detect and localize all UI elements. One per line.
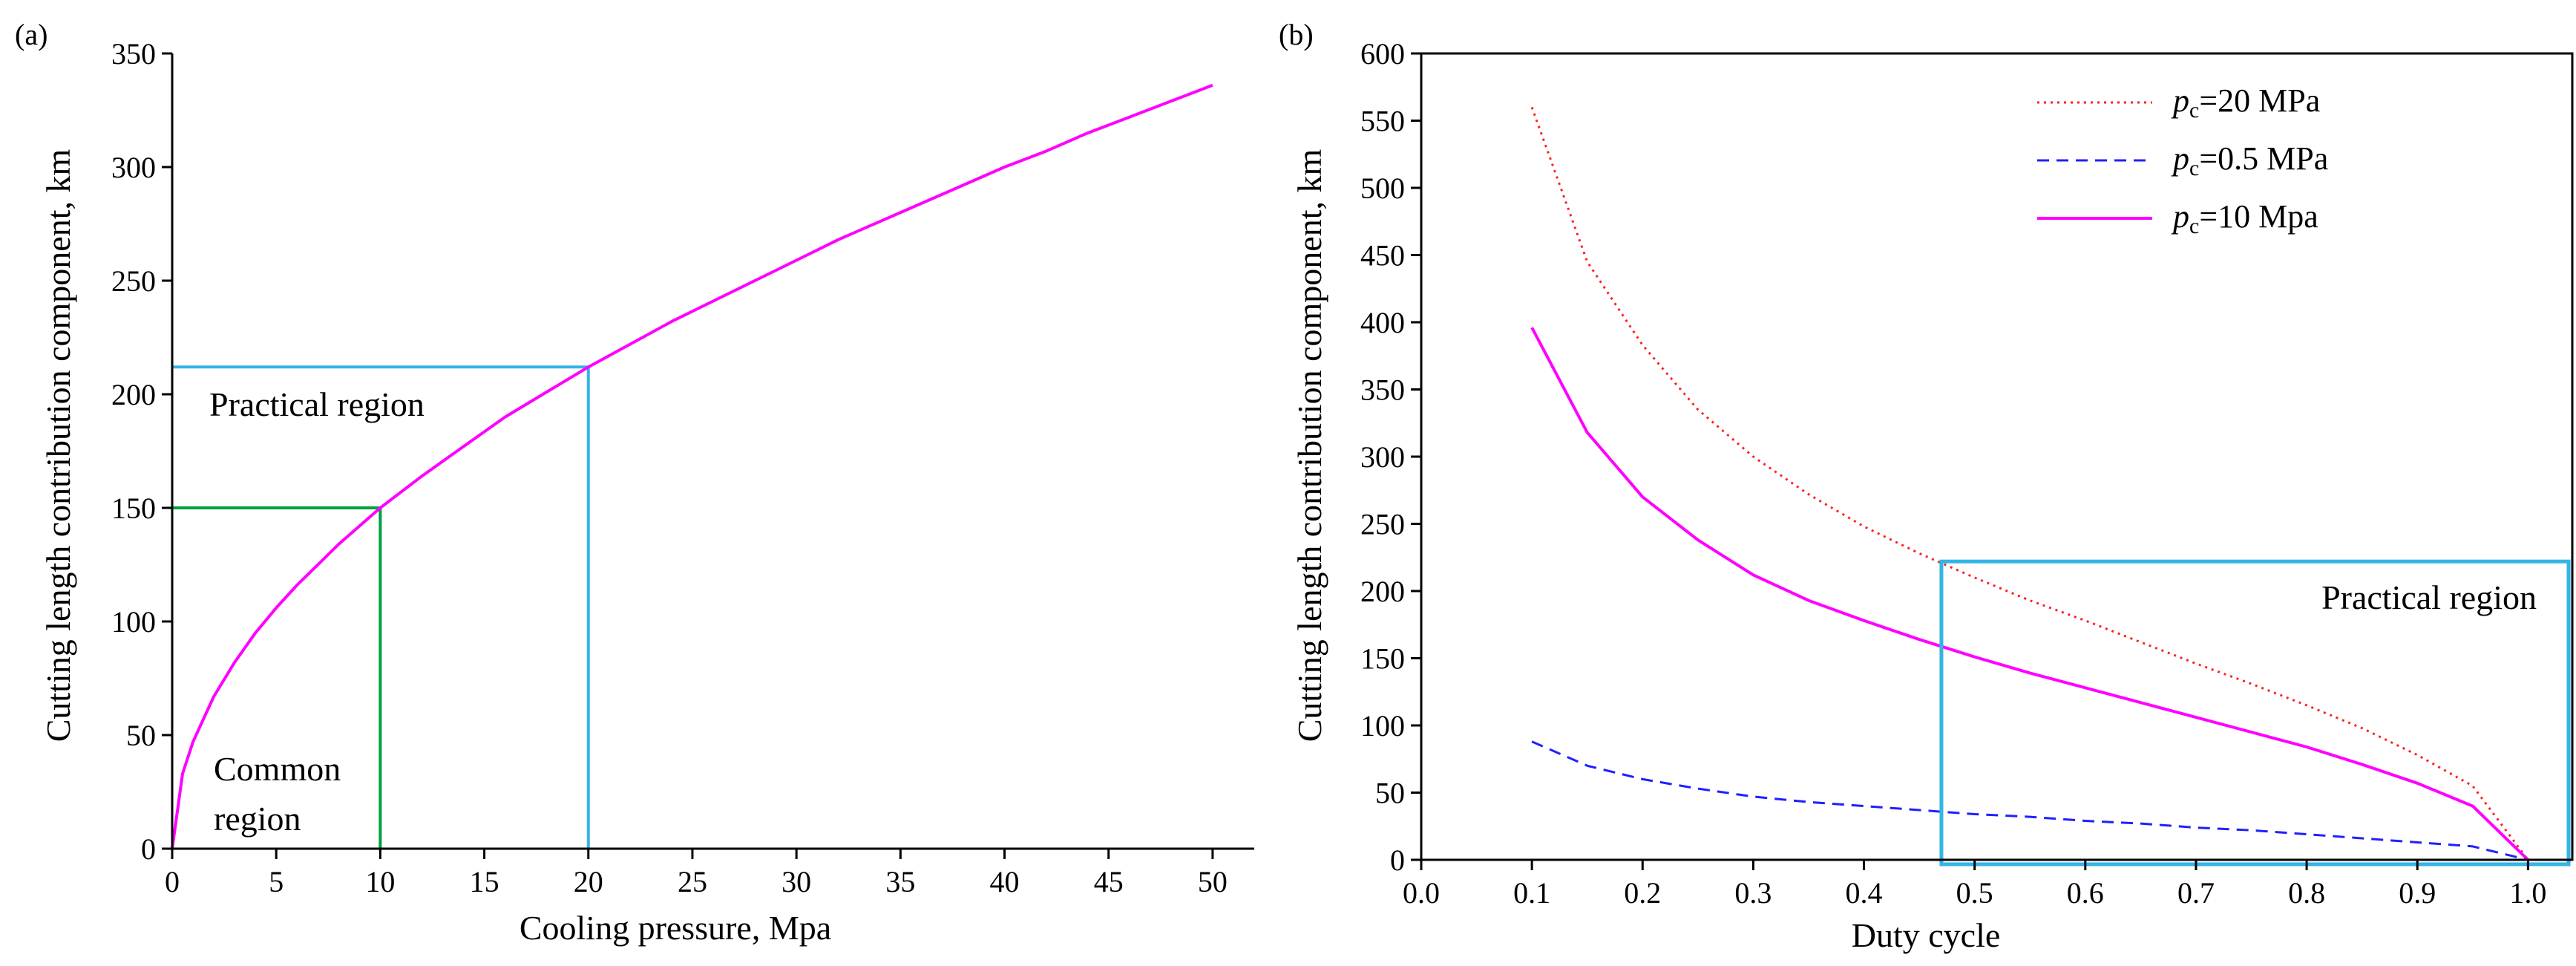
x-tick-label: 0.0 [1403, 876, 1440, 910]
y-tick-label: 350 [111, 37, 156, 71]
y-tick-label: 0 [1390, 843, 1405, 877]
x-tick-label: 0.6 [2067, 876, 2104, 910]
x-tick-label: 0.2 [1624, 876, 1661, 910]
x-tick-label: 50 [1198, 865, 1228, 898]
x-tick-label: 20 [574, 865, 603, 898]
x-tick-label: 40 [990, 865, 1020, 898]
y-tick-label: 300 [1360, 440, 1405, 474]
common-region-label-line-2: region [214, 800, 301, 838]
panel-a-series [171, 83, 1213, 849]
y-tick-label: 150 [111, 492, 156, 525]
y-tick-label: 300 [111, 151, 156, 184]
x-tick-label: 45 [1094, 865, 1124, 898]
legend-symbol: p [2171, 82, 2189, 119]
panel-b-practical-region: Practical region [1939, 559, 2571, 867]
panel-b-axes: 0.0 0.1 0.2 0.3 0.4 0.5 0.6 0.7 0.8 0.9 1.0 0 50 100 1… [1360, 37, 2574, 910]
series-line-1 [1531, 740, 2529, 861]
panel-a-regions [172, 365, 590, 849]
x-tick-label: 0.3 [1734, 876, 1772, 910]
x-tick-label: 25 [678, 865, 707, 898]
y-tick-label: 200 [1360, 575, 1405, 608]
panel-b-series [1530, 106, 2529, 861]
legend-entry: pc=0.5 MPa [2171, 140, 2328, 180]
plot-frame [1420, 52, 2574, 861]
x-tick-label: 0.4 [1846, 876, 1883, 910]
legend-label: =0.5 MPa [2199, 140, 2328, 177]
x-tick-label: 0 [165, 865, 180, 898]
legend-entry: pc=10 Mpa [2171, 198, 2318, 238]
y-tick-label: 50 [126, 719, 156, 752]
panel-a-x-axis-label: Cooling pressure, Mpa [520, 909, 831, 947]
y-tick-label: 400 [1360, 306, 1405, 339]
y-tick-label: 250 [1360, 508, 1405, 541]
panel-a-annotations: Common region Practical region [209, 385, 425, 838]
practical-region-box [1939, 559, 2571, 867]
x-tick-label: 0.8 [2288, 876, 2325, 910]
panel-a-label: (a) [15, 18, 47, 51]
y-tick-label: 50 [1375, 777, 1405, 810]
x-tick-label: 0.5 [1956, 876, 1993, 910]
series-line-0 [1530, 106, 2529, 861]
y-tick-label: 500 [1360, 172, 1405, 205]
legend-label: =20 MPa [2199, 82, 2320, 119]
x-tick-label: 30 [781, 865, 811, 898]
y-tick-label: 0 [141, 832, 156, 866]
y-tick-label: 450 [1360, 239, 1405, 272]
y-tick-label: 100 [111, 605, 156, 639]
y-tick-label: 200 [111, 378, 156, 411]
panel-a-y-axis-label: Cutting length contribution component, k… [39, 149, 77, 743]
practical-region-label: Practical region [2321, 578, 2537, 616]
series-line-curve [171, 83, 1213, 849]
y-tick-label: 250 [111, 264, 156, 298]
legend-subscript: c [2189, 98, 2199, 123]
legend-subscript: c [2189, 214, 2199, 238]
y-tick-label: 350 [1360, 373, 1405, 407]
panel-b-x-axis-label: Duty cycle [1852, 916, 2001, 954]
x-tick-label: 0.1 [1513, 876, 1550, 910]
x-tick-label: 15 [470, 865, 499, 898]
legend-entry: pc=20 MPa [2171, 82, 2320, 123]
panel-b-y-axis-label: Cutting length contribution component, k… [1291, 149, 1328, 743]
x-tick-label: 10 [365, 865, 395, 898]
series-line-2 [1530, 327, 2529, 861]
practical-region-label: Practical region [209, 385, 425, 423]
panel-a-axes: 0 5 10 15 20 25 30 35 40 45 50 0 50 100 150 200 250 300 35… [111, 37, 1254, 898]
x-tick-label: 0.9 [2399, 876, 2436, 910]
x-tick-label: 5 [269, 865, 284, 898]
panel-b: (b) Cutting length contribution componen… [1279, 18, 2574, 954]
y-tick-label: 150 [1360, 642, 1405, 676]
y-tick-label: 600 [1360, 37, 1405, 71]
panel-a: (a) Cutting length contribution componen… [15, 18, 1254, 947]
x-tick-label: 0.7 [2177, 876, 2215, 910]
x-tick-label: 35 [885, 865, 915, 898]
y-tick-label: 100 [1360, 709, 1405, 743]
x-tick-label: 1.0 [2509, 876, 2546, 910]
legend-symbol: p [2171, 140, 2189, 177]
y-tick-label: 550 [1360, 105, 1405, 138]
legend-symbol: p [2171, 198, 2189, 235]
common-region-label-line-1: Common [214, 750, 341, 788]
legend-subscript: c [2189, 156, 2199, 180]
legend-label: =10 Mpa [2199, 198, 2318, 235]
panel-b-label: (b) [1279, 18, 1314, 51]
